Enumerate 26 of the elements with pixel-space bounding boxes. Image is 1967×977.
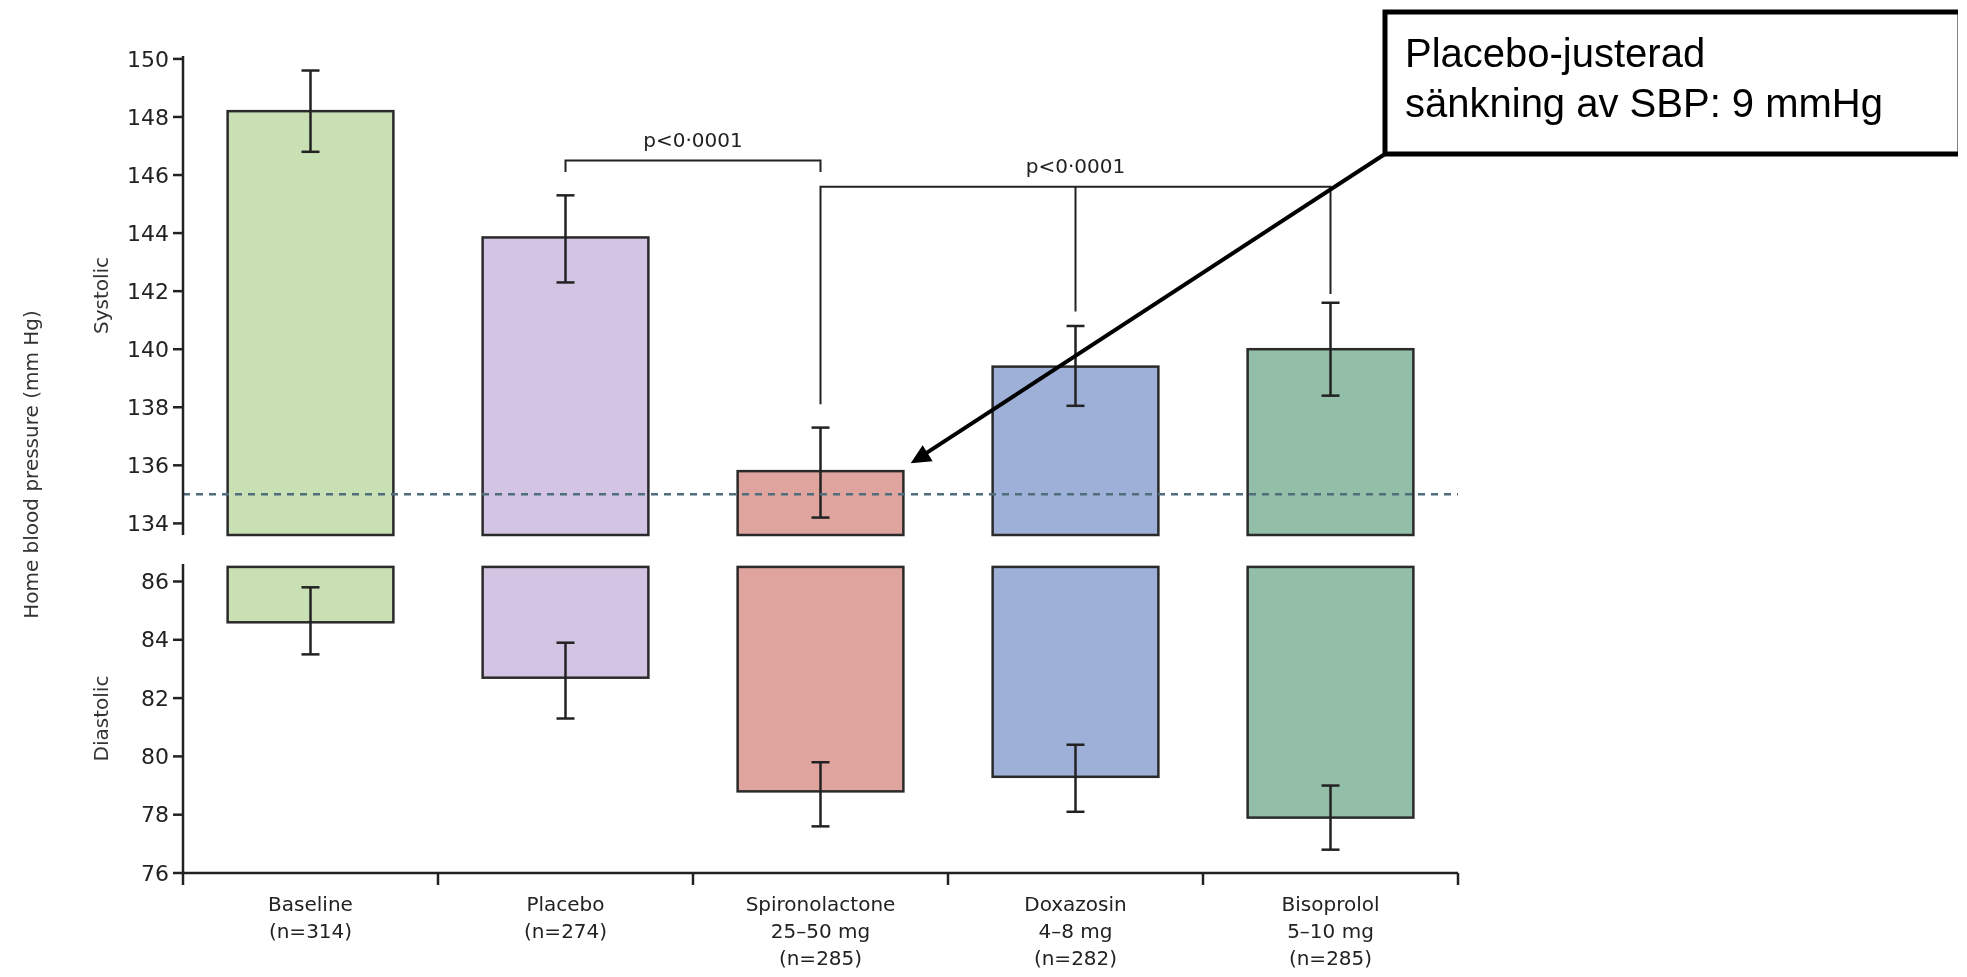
y-tick-label: 140 xyxy=(127,336,169,362)
x-tick-label: Spironolactone 25–50 mg (n=285) xyxy=(745,892,896,970)
annotation: p<0·0001 xyxy=(643,127,743,152)
y-tick-label: 78 xyxy=(141,802,169,828)
y-tick-label: 136 xyxy=(127,453,169,479)
y-tick-label: 80 xyxy=(141,744,169,770)
y-tick-label: 148 xyxy=(127,104,169,130)
annotation: p<0·0001 xyxy=(1025,153,1126,178)
text: Home blood pressure (mm Hg) xyxy=(19,310,43,619)
y-axis-title: Systolic xyxy=(89,256,113,335)
y-tick-label: 134 xyxy=(127,511,169,537)
y-tick-label: 84 xyxy=(141,627,169,653)
y-tick-label: 86 xyxy=(141,569,169,595)
y-axis-title: Diastolic xyxy=(89,675,113,762)
annotation: Placebo-justerad sänkning av SBP: 9 mmHg xyxy=(1405,31,1883,125)
x-tick-label: Bisoprolol 5–10 mg (n=285) xyxy=(1281,892,1380,970)
y-tick-label: 150 xyxy=(127,46,169,72)
y-tick-label: 144 xyxy=(127,220,169,246)
y-tick-label: 82 xyxy=(141,685,169,711)
x-tick-label: Baseline (n=314) xyxy=(268,892,353,943)
y-tick-label: 76 xyxy=(141,860,169,886)
y-tick-label: 146 xyxy=(127,162,169,188)
y-tick-label: 138 xyxy=(127,394,169,420)
x-tick-label: Doxazosin 4–8 mg (n=282) xyxy=(1024,892,1127,970)
y-tick-label: 142 xyxy=(127,278,169,304)
x-tick-label: Placebo (n=274) xyxy=(523,892,608,943)
